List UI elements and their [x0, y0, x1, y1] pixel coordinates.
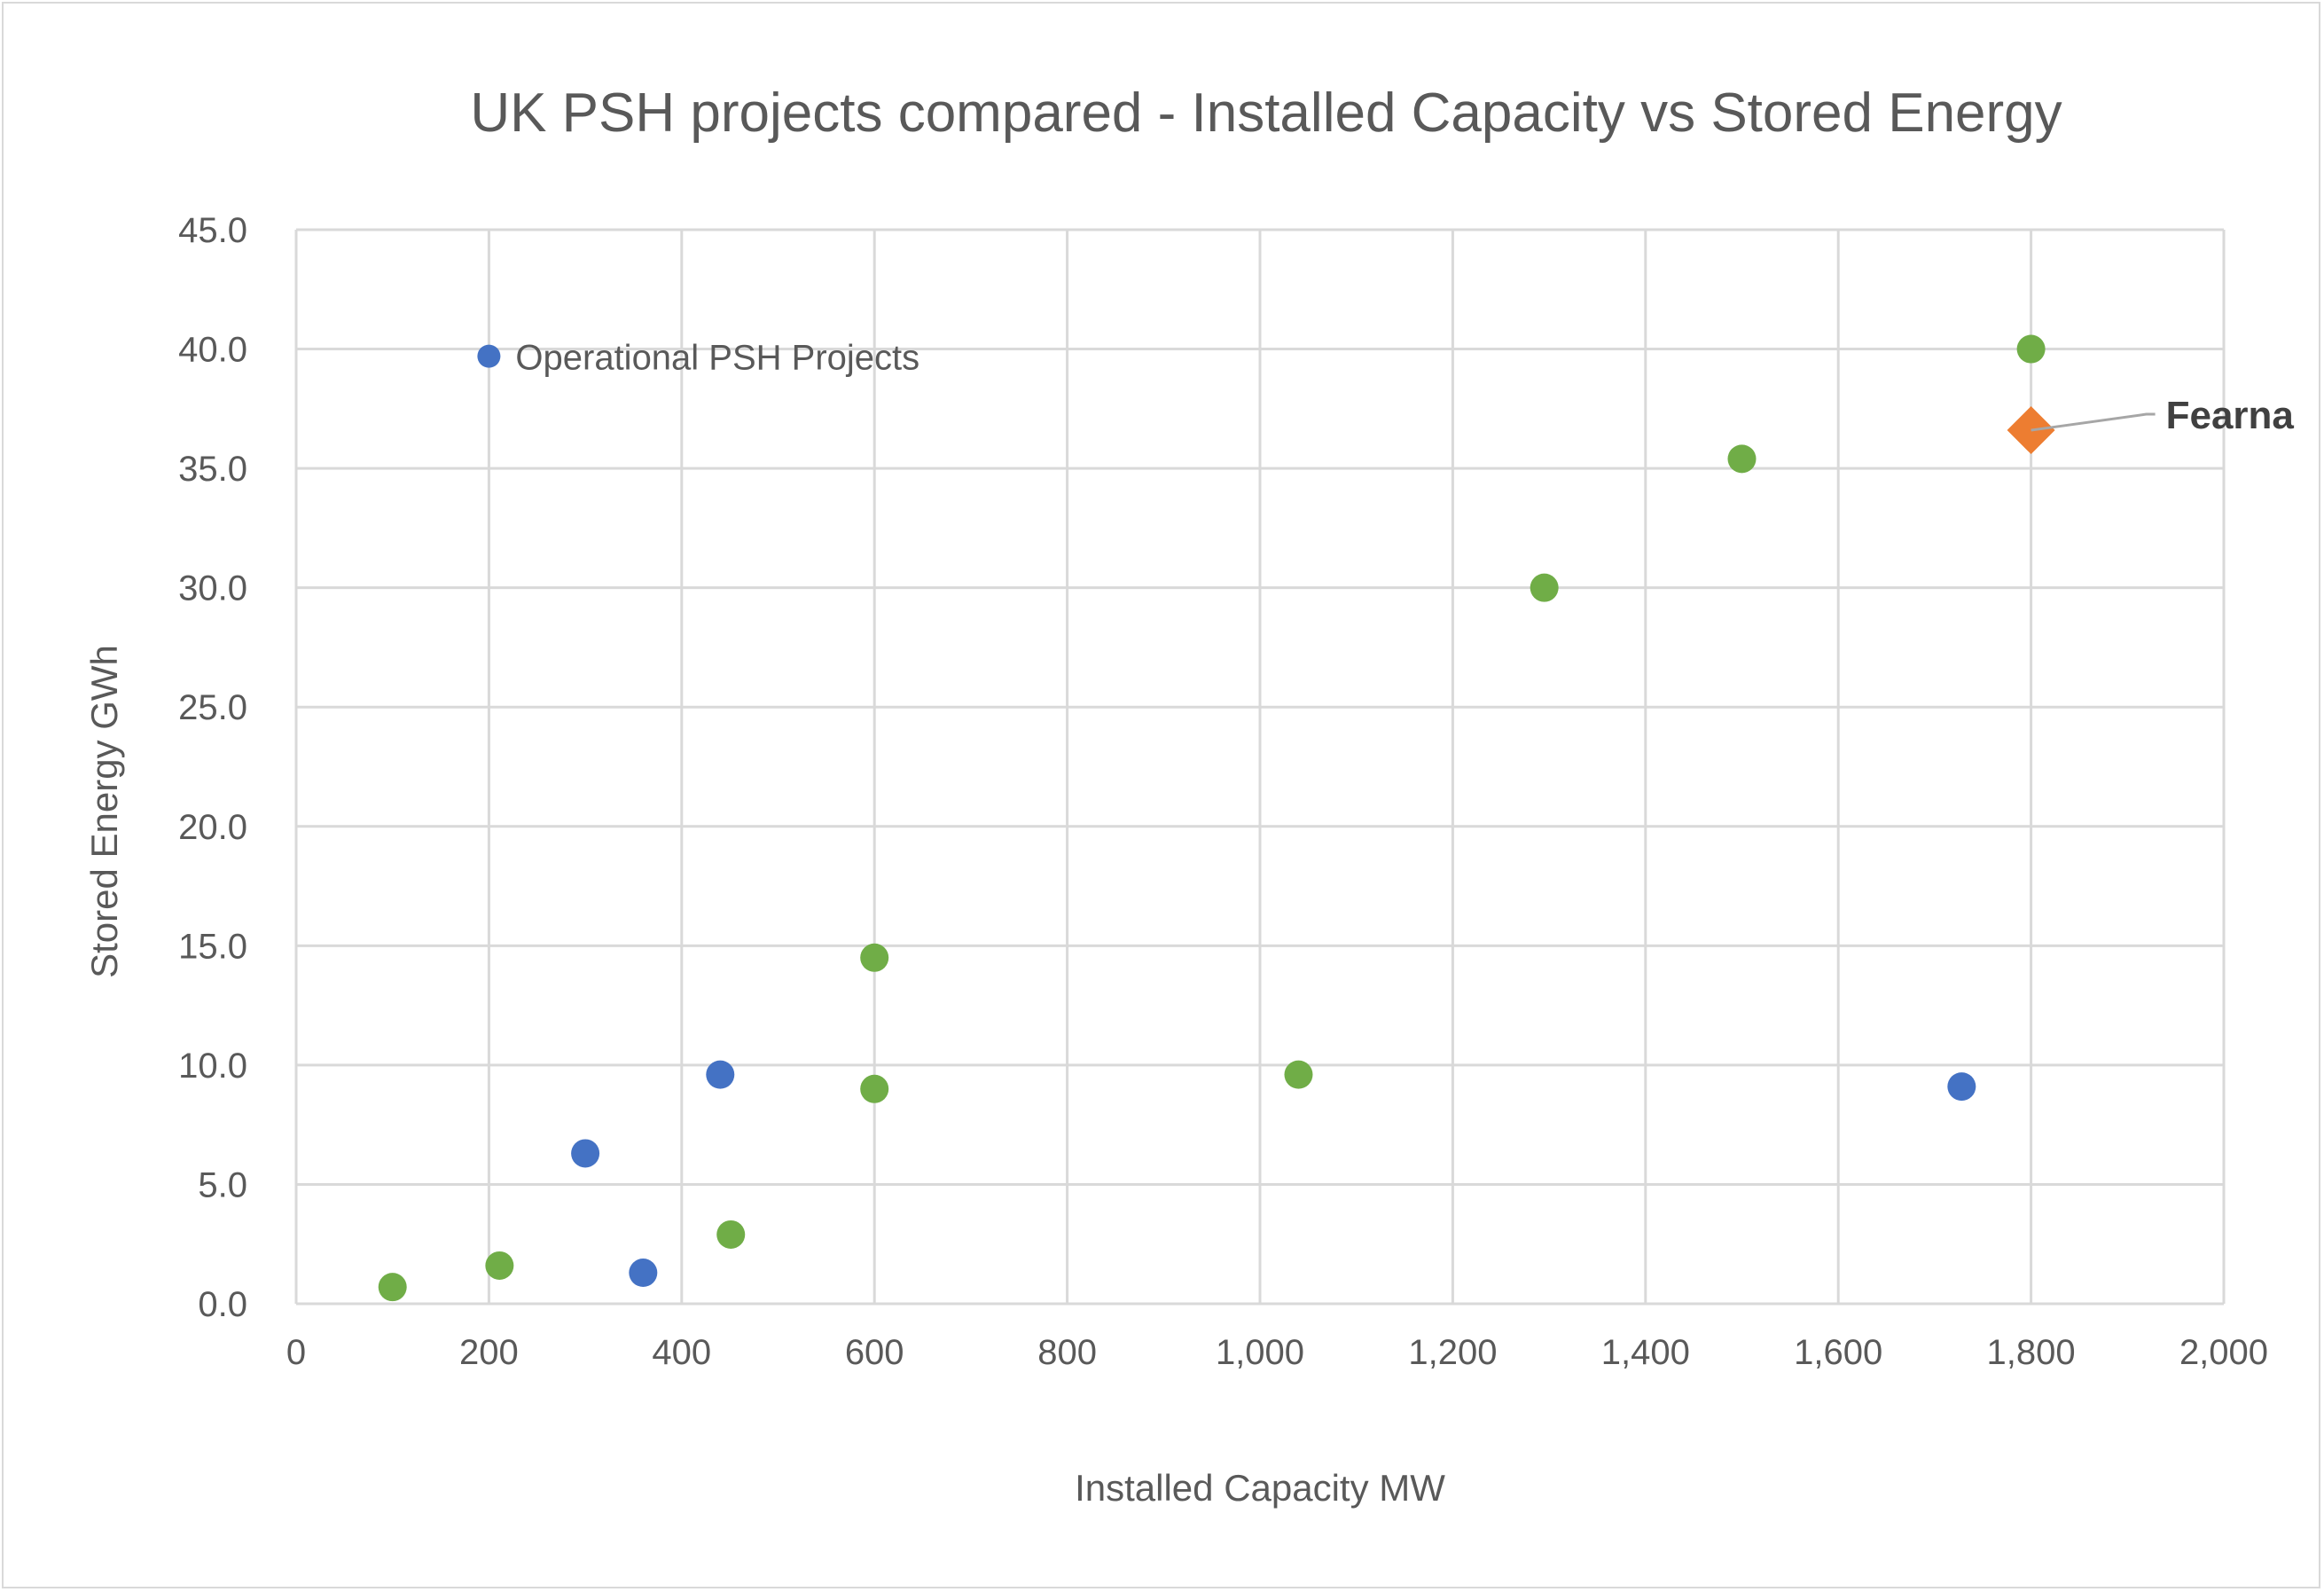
scatter-point [860, 943, 889, 972]
leader-line [2031, 412, 2156, 432]
point-label: Fearna [2166, 394, 2295, 437]
scatter-point [485, 1251, 514, 1280]
x-tick-label: 200 [459, 1333, 519, 1372]
y-tick-label: 30.0 [178, 569, 247, 608]
scatter-point [1530, 573, 1559, 602]
scatter-point [1284, 1060, 1313, 1089]
annotation-label: Operational PSH Projects [515, 339, 919, 378]
scatter-point [1727, 444, 1757, 474]
scatter-point [378, 1273, 407, 1302]
scatter-point [1947, 1072, 1976, 1102]
y-axis-label: Stored Energy GWh [83, 645, 125, 978]
x-tick-label: 1,400 [1601, 1333, 1690, 1372]
scatter-point [860, 1074, 889, 1103]
y-tick-label: 10.0 [178, 1047, 247, 1086]
y-tick-label: 35.0 [178, 450, 247, 489]
y-tick-label: 45.0 [178, 211, 247, 250]
scatter-point [2016, 334, 2046, 364]
scatter-point [706, 1060, 735, 1089]
y-tick-label: 5.0 [198, 1165, 247, 1204]
x-tick-label: 600 [845, 1333, 904, 1372]
y-tick-label: 15.0 [178, 927, 247, 966]
scatter-point [571, 1139, 600, 1168]
scatter-point [716, 1219, 746, 1249]
x-tick-label: 800 [1037, 1333, 1097, 1372]
x-axis-label: Installed Capacity MW [1075, 1467, 1445, 1509]
x-tick-label: 1,000 [1216, 1333, 1304, 1372]
y-tick-label: 25.0 [178, 688, 247, 727]
scatter-point [629, 1259, 658, 1288]
x-tick-label: 0 [286, 1333, 306, 1372]
y-tick-label: 20.0 [178, 808, 247, 847]
x-tick-label: 1,800 [1987, 1333, 2076, 1372]
x-tick-label: 1,600 [1794, 1333, 1882, 1372]
x-tick-label: 400 [652, 1333, 711, 1372]
annotation-marker [477, 344, 501, 368]
chart-title: UK PSH projects compared - Installed Cap… [470, 82, 2062, 144]
x-tick-label: 2,000 [2179, 1333, 2268, 1372]
y-tick-label: 40.0 [178, 331, 247, 370]
x-tick-label: 1,200 [1408, 1333, 1497, 1372]
y-tick-label: 0.0 [198, 1285, 247, 1324]
